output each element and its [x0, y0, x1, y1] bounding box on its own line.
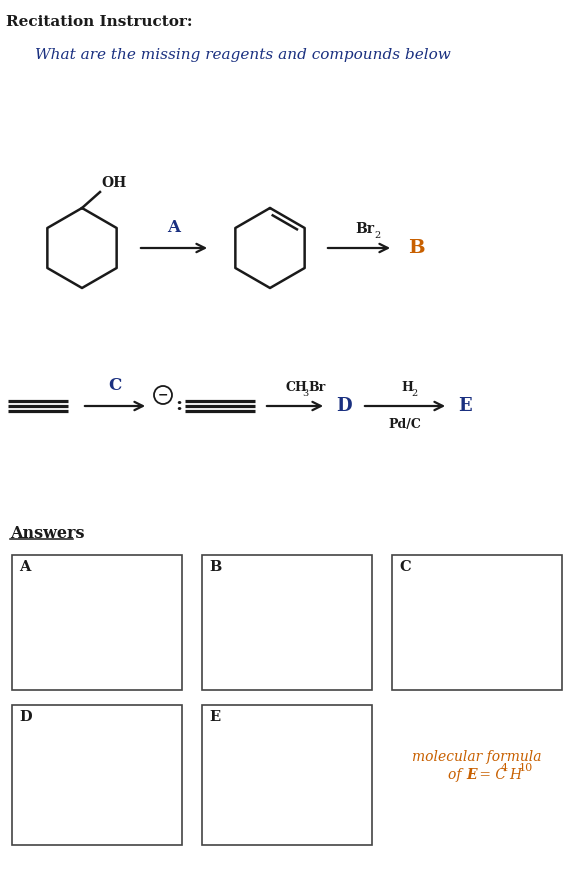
Text: What are the missing reagents and compounds below: What are the missing reagents and compou… — [35, 48, 451, 62]
Text: molecular formula: molecular formula — [412, 750, 542, 764]
Bar — [12, 705, 182, 845]
Bar — [392, 555, 562, 690]
Bar — [12, 555, 182, 690]
Text: −: − — [158, 389, 168, 402]
Text: Br: Br — [355, 222, 374, 236]
Text: C: C — [108, 377, 122, 394]
Text: = C: = C — [475, 768, 506, 782]
Text: 2: 2 — [411, 389, 417, 398]
Text: E: E — [458, 397, 472, 415]
Text: 3: 3 — [302, 389, 308, 398]
Text: B: B — [209, 560, 221, 574]
Text: OH: OH — [101, 176, 126, 190]
Bar — [202, 555, 372, 690]
Text: E: E — [209, 710, 220, 724]
Text: C: C — [399, 560, 410, 574]
Text: Br: Br — [308, 381, 325, 394]
Text: A: A — [168, 219, 181, 236]
Text: 10: 10 — [519, 763, 533, 773]
Text: Pd/C: Pd/C — [389, 418, 422, 431]
Text: CH: CH — [285, 381, 307, 394]
Text: H: H — [401, 381, 413, 394]
Text: Recitation Instructor:: Recitation Instructor: — [6, 15, 192, 29]
Text: 4: 4 — [501, 763, 508, 773]
Text: :: : — [175, 396, 182, 414]
Text: 2: 2 — [374, 231, 380, 240]
Text: E: E — [466, 768, 477, 782]
Text: D: D — [336, 397, 352, 415]
Text: Answers: Answers — [10, 525, 85, 542]
Text: of: of — [448, 768, 466, 782]
Text: A: A — [19, 560, 31, 574]
Text: D: D — [19, 710, 32, 724]
Text: B: B — [408, 239, 425, 257]
Text: H: H — [509, 768, 521, 782]
Bar — [202, 705, 372, 845]
